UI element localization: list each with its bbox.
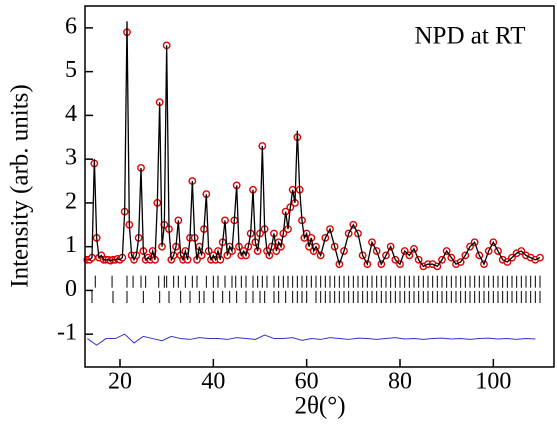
y-tick-label: 5 — [65, 57, 77, 83]
y-tick-label: 3 — [65, 145, 77, 171]
y-axis-label: Intensity (arb. units) — [7, 84, 34, 287]
y-tick-label: -1 — [57, 320, 77, 346]
y-tick-label: 1 — [65, 232, 77, 258]
x-tick-label: 40 — [201, 369, 225, 395]
x-tick-label: 20 — [108, 369, 132, 395]
x-tick-label: 100 — [475, 369, 511, 395]
difference-line — [87, 333, 536, 346]
x-axis-label: 2θ(°) — [294, 393, 345, 420]
y-tick-label: 0 — [65, 276, 77, 302]
plot-frame — [84, 5, 555, 368]
x-tick-label: 80 — [388, 369, 412, 395]
x-tick-label: 60 — [295, 369, 319, 395]
calculated-line — [87, 21, 541, 268]
y-tick-label: 4 — [65, 101, 77, 127]
y-tick-label: 6 — [65, 13, 77, 39]
annotation: NPD at RT — [415, 23, 526, 50]
y-tick-label: 2 — [65, 188, 77, 214]
